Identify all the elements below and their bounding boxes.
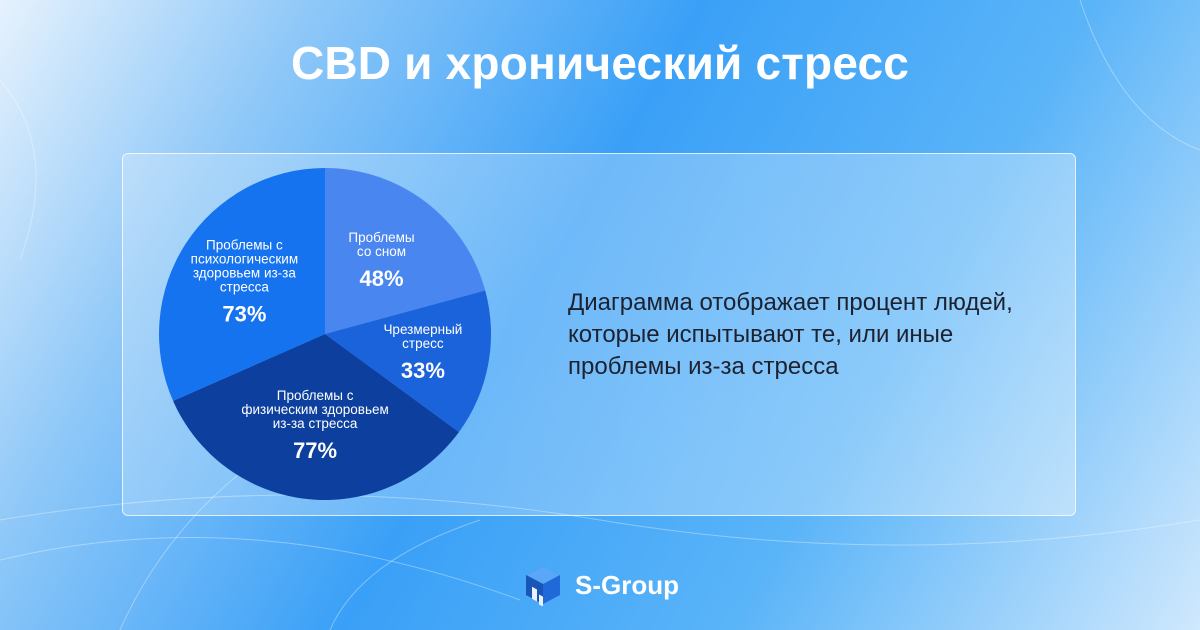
slice-label-4: Проблемы с психологическим здоровьем из-за… xyxy=(191,237,298,294)
chart-card: Проблемы со сном 48% Чрезмерный стресс 33% Про… xyxy=(122,153,1076,516)
page-title: CBD и хронический стресс xyxy=(290,37,910,89)
pie-slice-1 xyxy=(325,168,486,334)
slice-label-1: Проблемы со сном xyxy=(348,230,414,259)
slice-value-1: 48% xyxy=(359,266,403,291)
slice-value-2: 33% xyxy=(401,358,445,383)
brand-name: S-Group xyxy=(575,569,679,600)
pie-chart: Проблемы со сном 48% Чрезмерный стресс 33% Про… xyxy=(159,168,492,501)
slice-value-4: 73% xyxy=(222,301,266,326)
cube-logo-icon xyxy=(526,566,560,606)
pie-slice-2 xyxy=(325,290,492,433)
pie-slice-3 xyxy=(173,334,459,501)
slice-label-2: Чрезмерный стресс xyxy=(383,322,462,351)
brand-logo: S-Group xyxy=(523,564,679,606)
chart-description: Диаграмма отображает процент людей, кото… xyxy=(568,289,1013,380)
pie-slices xyxy=(159,168,492,501)
slice-label-3: Проблемы с физическим здоровьем из-за стре… xyxy=(241,388,388,431)
pie-slice-4 xyxy=(159,168,325,401)
slice-value-3: 77% xyxy=(293,438,337,463)
pie-labels: Проблемы со сном 48% Чрезмерный стресс 33% Про… xyxy=(191,230,463,463)
